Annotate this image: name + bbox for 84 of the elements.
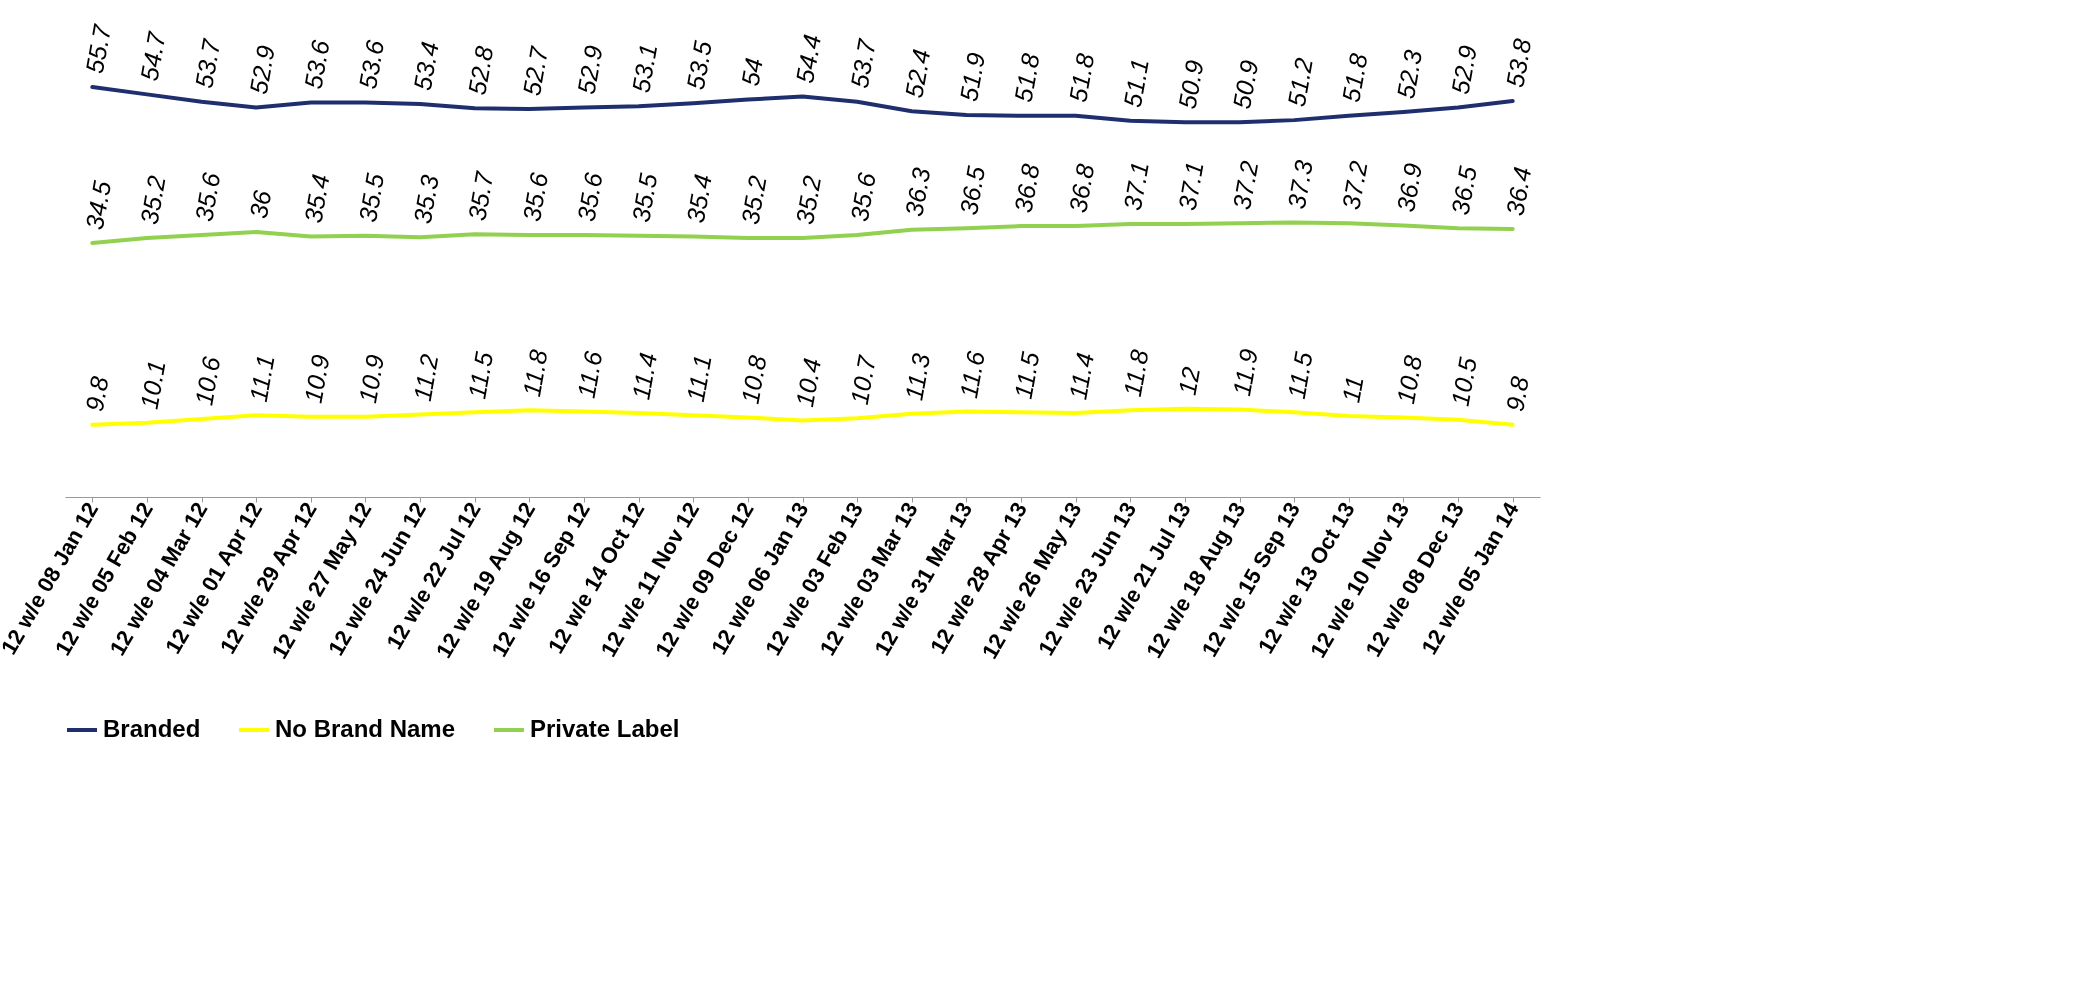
data-label: 53.7 (189, 36, 226, 91)
data-label: 53.6 (353, 38, 390, 91)
legend-label: No Brand Name (275, 715, 456, 742)
data-label: 51.8 (1008, 51, 1045, 105)
data-label: 50.9 (1172, 57, 1209, 111)
data-label: 35.6 (844, 170, 881, 224)
data-label: 35.2 (134, 173, 171, 227)
data-label: 37.2 (1227, 158, 1264, 212)
data-label: 34.5 (79, 178, 117, 232)
data-label: 36.9 (1391, 160, 1428, 214)
data-label: 36.8 (1008, 161, 1045, 215)
data-label: 52.7 (517, 43, 554, 98)
data-label: 11 (1336, 374, 1369, 405)
legend-label: Private Label (530, 715, 680, 742)
data-label: 54 (735, 55, 768, 88)
data-label: 51.8 (1063, 51, 1100, 105)
data-label: 52.3 (1391, 47, 1428, 101)
data-label: 11.5 (1281, 349, 1318, 401)
data-label: 10.9 (353, 352, 390, 406)
data-label: 37.1 (1117, 159, 1154, 213)
data-label: 9.8 (1500, 374, 1534, 414)
data-label: 11.6 (571, 349, 608, 401)
data-label: 54.4 (790, 32, 827, 86)
data-label: 36.3 (899, 165, 936, 219)
data-label: 11.1 (243, 352, 280, 404)
data-label: 10.8 (1391, 353, 1428, 406)
data-label: 37.3 (1281, 158, 1318, 211)
data-label: 35.7 (462, 168, 499, 223)
data-label: 35.5 (353, 171, 390, 225)
data-label: 35.6 (571, 170, 608, 224)
data-label: 9.8 (79, 374, 114, 414)
data-label: 36.5 (1445, 163, 1482, 217)
data-label: 11.5 (462, 349, 499, 401)
data-label: 11.9 (1227, 346, 1263, 398)
data-label: 11.4 (626, 350, 662, 402)
data-label: 10.5 (1445, 355, 1482, 409)
data-label: 11.6 (954, 349, 990, 401)
data-label: 12 (1172, 364, 1205, 398)
data-label: 11.3 (899, 351, 936, 403)
data-label: 35.2 (790, 173, 827, 227)
data-label: 36.4 (1500, 164, 1537, 218)
data-label: 36.5 (954, 163, 991, 217)
data-label: 11.5 (1008, 349, 1045, 401)
data-label: 36.8 (1063, 161, 1100, 215)
data-label: 36 (243, 188, 277, 221)
data-label: 35.6 (517, 170, 554, 224)
data-label: 10.8 (735, 353, 772, 406)
data-label: 53.7 (844, 36, 881, 91)
data-label: 52.9 (243, 43, 280, 97)
data-label: 52.4 (899, 46, 936, 100)
data-label: 50.9 (1227, 57, 1264, 111)
data-label: 51.8 (1336, 51, 1373, 105)
data-label: 35.6 (189, 170, 226, 224)
data-label: 35.4 (298, 172, 335, 225)
data-label: 52.8 (462, 43, 499, 97)
data-label: 35.2 (735, 173, 772, 227)
data-label: 53.1 (626, 41, 663, 95)
data-label: 51.9 (954, 50, 991, 104)
data-label: 11.2 (407, 351, 444, 404)
data-label: 10.6 (189, 354, 226, 408)
data-label: 35.5 (626, 171, 663, 225)
data-label: 37.2 (1336, 158, 1373, 212)
data-label: 35.4 (680, 172, 717, 225)
data-label: 37.1 (1172, 159, 1209, 213)
legend-label: Branded (103, 715, 201, 742)
data-label: 10.1 (134, 358, 171, 412)
data-label: 35.3 (407, 172, 444, 226)
data-label: 11.8 (1117, 347, 1154, 399)
data-label: 11.1 (680, 352, 717, 404)
data-label: 52.9 (571, 43, 608, 97)
data-label: 51.1 (1117, 56, 1154, 110)
data-label: 54.7 (134, 28, 171, 83)
data-label: 51.2 (1281, 55, 1318, 109)
data-label: 10.4 (790, 356, 827, 409)
data-label: 10.9 (298, 352, 335, 406)
data-label: 11.8 (517, 347, 553, 399)
data-label: 10.7 (844, 352, 881, 407)
data-label: 55.7 (79, 21, 117, 76)
data-label: 52.9 (1445, 43, 1482, 97)
data-label: 53.8 (1500, 36, 1537, 90)
data-label: 53.5 (680, 38, 717, 92)
data-label: 53.4 (407, 39, 444, 93)
data-label: 53.6 (298, 38, 335, 91)
data-label: 11.4 (1063, 350, 1100, 402)
